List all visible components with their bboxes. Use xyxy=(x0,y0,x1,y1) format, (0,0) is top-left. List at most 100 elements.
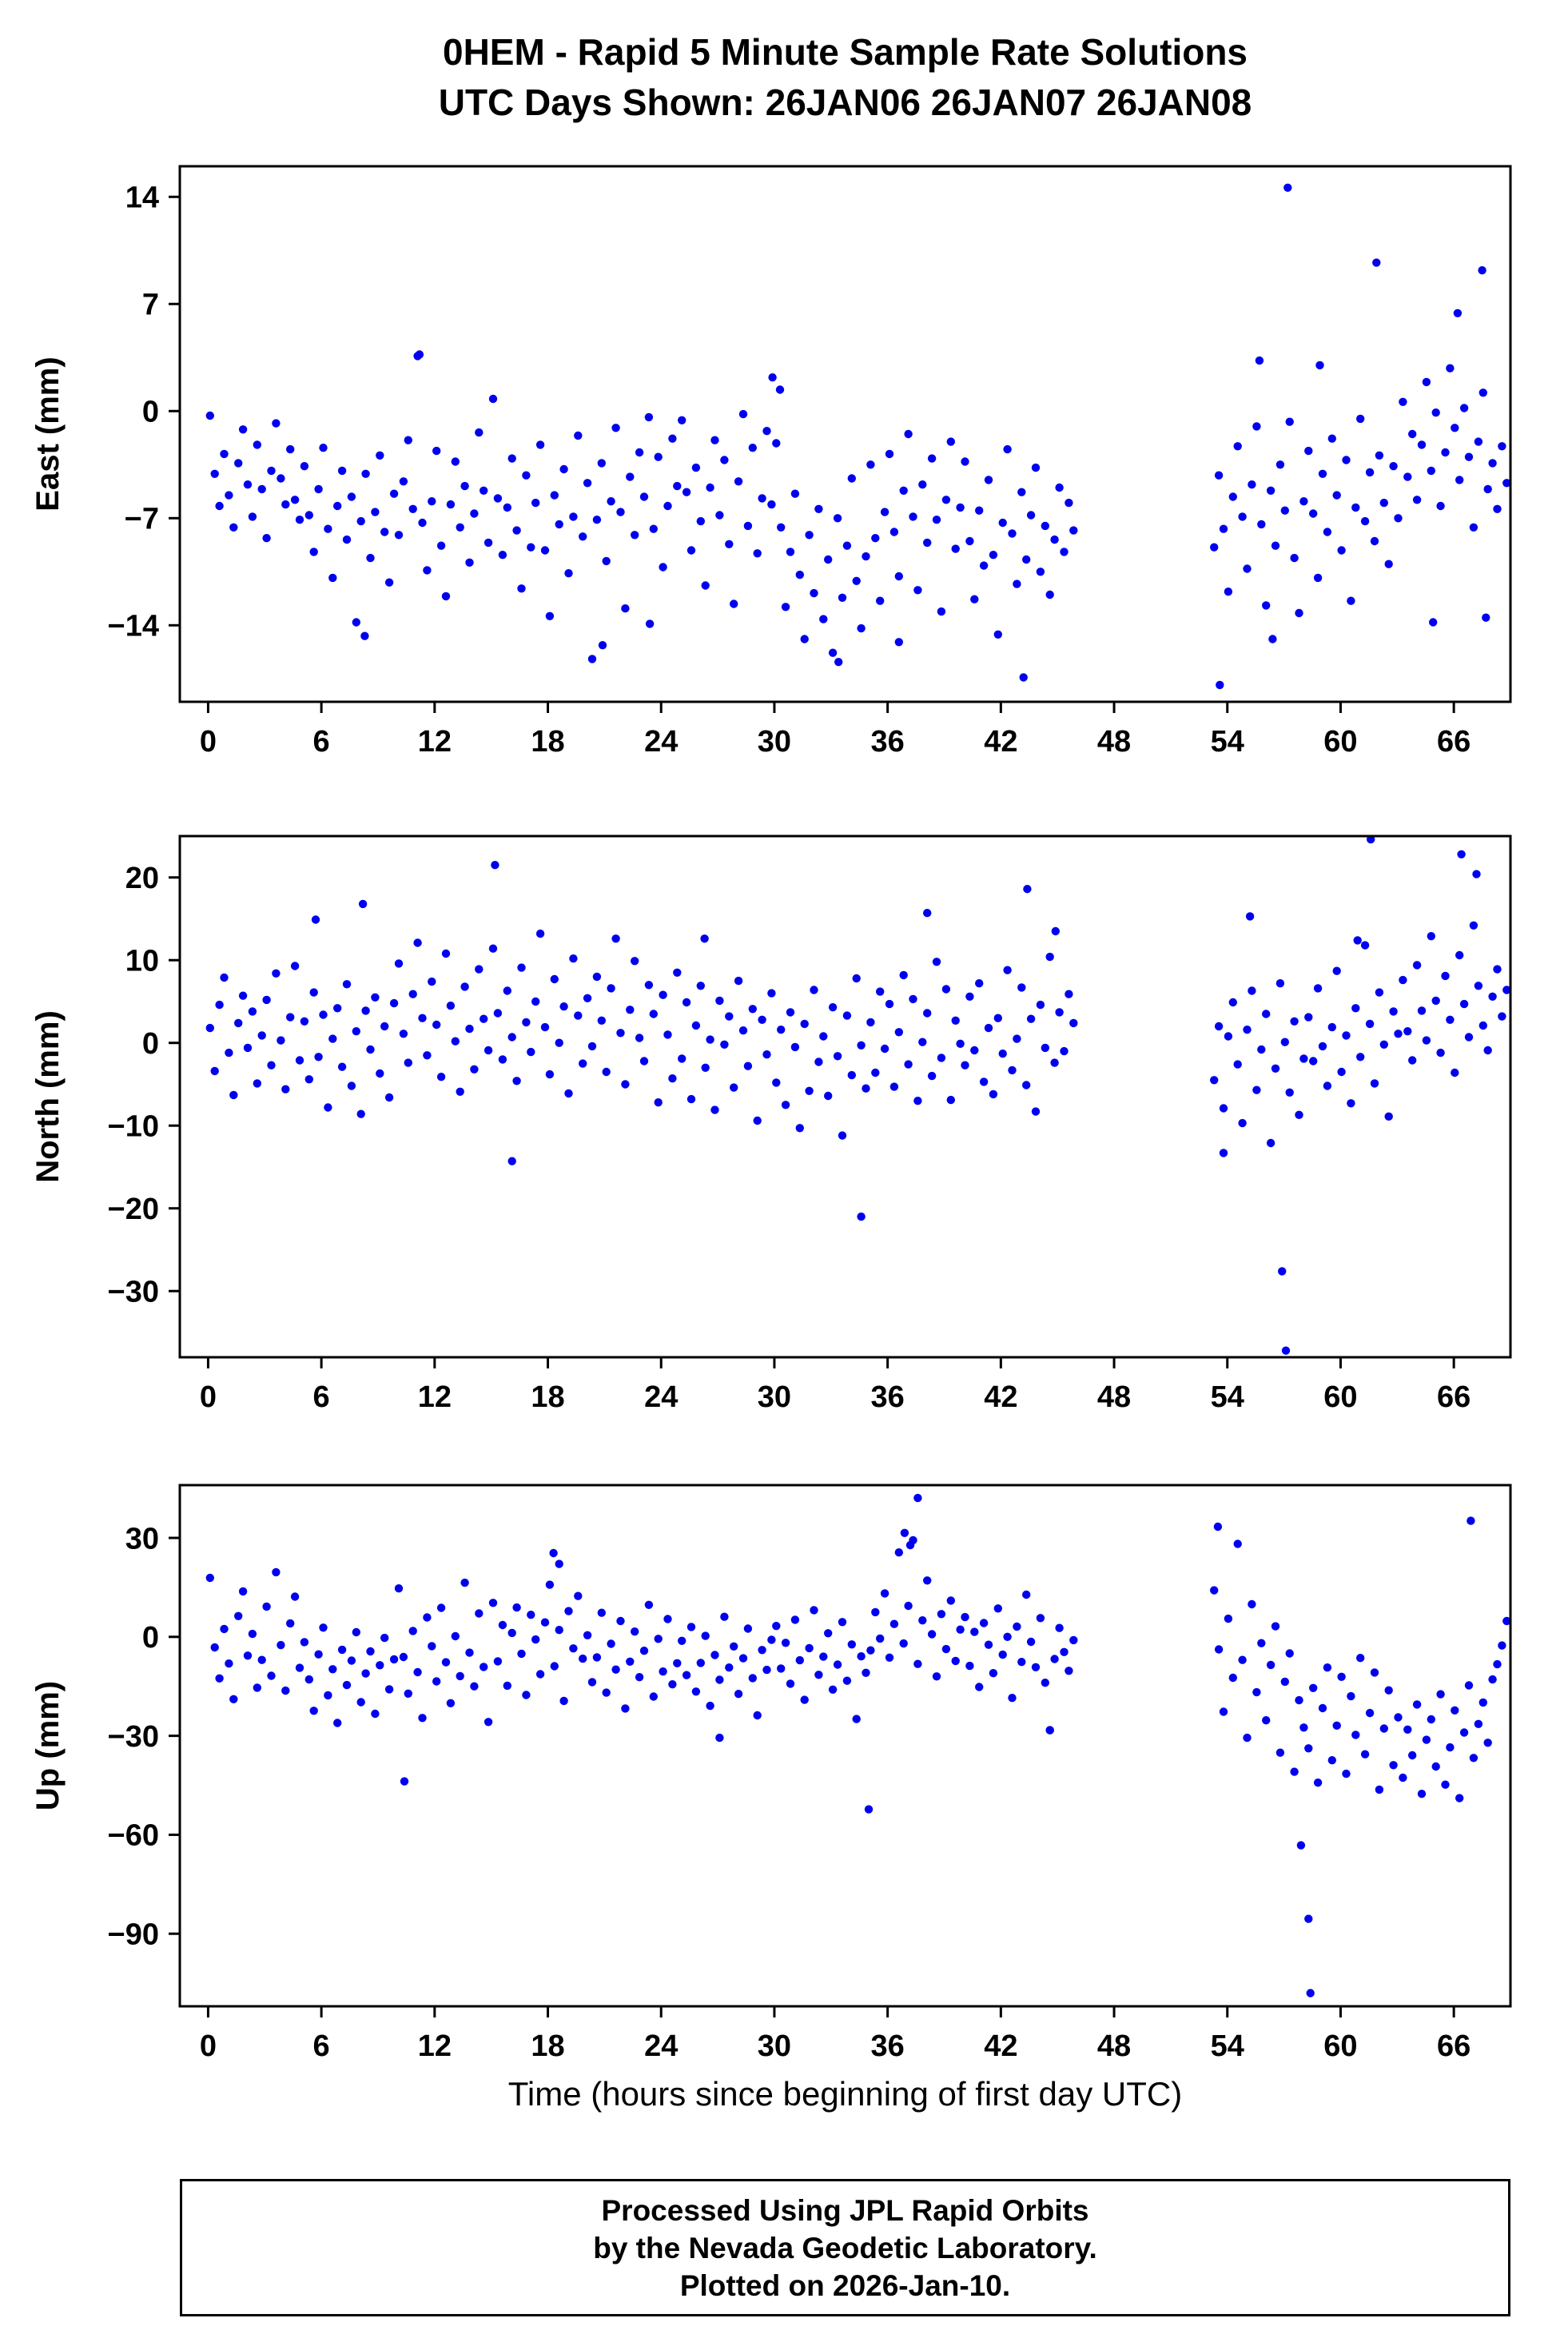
scatter-point xyxy=(436,1073,446,1081)
footer-line-2: by the Nevada Geodetic Laboratory. xyxy=(593,2231,1097,2264)
scatter-point xyxy=(225,1048,233,1058)
scatter-point xyxy=(772,439,781,448)
scatter-point xyxy=(678,1636,686,1645)
scatter-point xyxy=(1332,1721,1341,1730)
scatter-point xyxy=(360,631,369,640)
scatter-point xyxy=(1257,1045,1266,1054)
scatter-point xyxy=(979,1077,989,1086)
scatter-point xyxy=(1031,463,1041,472)
scatter-point xyxy=(961,1061,969,1069)
scatter-point xyxy=(1268,635,1277,643)
scatter-point xyxy=(833,1660,842,1669)
scatter-point xyxy=(691,1687,701,1696)
scatter-point xyxy=(1451,424,1459,432)
scatter-point xyxy=(361,1669,370,1678)
scatter-point xyxy=(1498,1012,1506,1021)
scatter-point xyxy=(408,504,417,513)
scatter-point xyxy=(1323,1663,1332,1672)
scatter-point xyxy=(1243,1026,1252,1034)
scatter-point xyxy=(498,1055,507,1064)
scatter-point xyxy=(480,1663,488,1671)
y-axis-title: Up (mm) xyxy=(30,1681,66,1810)
scatter-point xyxy=(356,1109,365,1118)
scatter-point xyxy=(975,1683,984,1691)
scatter-point xyxy=(1365,468,1375,477)
scatter-point xyxy=(1427,466,1436,476)
scatter-point xyxy=(738,1654,748,1663)
scatter-point xyxy=(328,1034,337,1043)
scatter-point xyxy=(456,523,464,532)
scatter-point xyxy=(1280,1038,1290,1046)
scatter-point xyxy=(234,1611,243,1621)
scatter-point xyxy=(852,1715,861,1723)
scatter-point xyxy=(743,1624,753,1633)
x-tick-label: 60 xyxy=(1323,2029,1357,2063)
scatter-point xyxy=(941,496,951,504)
scatter-point xyxy=(1275,979,1285,988)
scatter-point xyxy=(356,1698,365,1707)
scatter-point xyxy=(885,1653,894,1662)
scatter-point xyxy=(1384,1112,1393,1121)
scatter-point xyxy=(243,1043,253,1053)
scatter-point xyxy=(413,1667,422,1677)
scatter-point xyxy=(715,1733,724,1743)
scatter-point xyxy=(1069,1018,1078,1028)
scatter-point xyxy=(597,1608,606,1617)
scatter-point xyxy=(371,1709,380,1719)
scatter-point xyxy=(607,1639,615,1648)
scatter-point xyxy=(710,1651,719,1659)
scatter-point xyxy=(965,1661,974,1671)
scatter-point xyxy=(1304,1744,1313,1753)
scatter-point xyxy=(900,1528,909,1538)
scatter-point xyxy=(1342,1031,1351,1040)
x-tick-label: 18 xyxy=(531,1380,564,1414)
scatter-point xyxy=(738,1026,748,1035)
scatter-point xyxy=(1026,1637,1036,1647)
scatter-point xyxy=(1474,1719,1483,1728)
scatter-point xyxy=(905,1540,915,1550)
scatter-point xyxy=(814,1671,823,1679)
scatter-point xyxy=(366,553,375,563)
scatter-point xyxy=(257,1655,266,1664)
scatter-point xyxy=(710,1105,719,1114)
scatter-point xyxy=(295,516,304,524)
scatter-point xyxy=(834,658,843,667)
scatter-point xyxy=(488,944,498,953)
scatter-point xyxy=(465,558,474,567)
scatter-point xyxy=(384,1685,394,1694)
scatter-point xyxy=(819,1652,828,1661)
scatter-point xyxy=(979,561,989,570)
scatter-point xyxy=(899,486,908,495)
scatter-point xyxy=(1008,529,1017,538)
scatter-point xyxy=(1257,1639,1266,1647)
scatter-point xyxy=(668,1074,677,1083)
scatter-point xyxy=(1304,1013,1313,1022)
scatter-point xyxy=(1306,1989,1315,1998)
scatter-point xyxy=(408,1627,417,1635)
y-tick-label: −30 xyxy=(108,1720,159,1754)
scatter-point xyxy=(555,1626,563,1635)
scatter-point xyxy=(324,1691,332,1700)
scatter-point xyxy=(1055,483,1064,492)
scatter-point xyxy=(1483,1739,1492,1747)
scatter-point xyxy=(376,1661,384,1670)
chart-title-line2: UTC Days Shown: 26JAN06 26JAN07 26JAN08 xyxy=(438,82,1252,123)
scatter-point xyxy=(535,440,545,449)
y-axis-title: East (mm) xyxy=(30,356,66,511)
x-axis-ticks: 0 6 12 18 24 30 36 42 48 54 60 66 xyxy=(200,1357,1470,1414)
scatter-point xyxy=(889,528,899,536)
scatter-point xyxy=(1281,1346,1291,1355)
scatter-point xyxy=(805,531,814,540)
scatter-point xyxy=(1023,885,1032,894)
scatter-point xyxy=(507,1033,516,1042)
scatter-point xyxy=(428,977,436,986)
scatter-point xyxy=(1255,356,1264,365)
x-tick-label: 0 xyxy=(200,1380,217,1414)
scatter-point xyxy=(460,1578,469,1587)
scatter-point xyxy=(587,1042,597,1051)
scatter-point xyxy=(795,570,804,580)
scatter-point xyxy=(598,641,607,650)
scatter-point xyxy=(1394,1713,1403,1722)
scatter-points-group xyxy=(205,183,1510,690)
scatter-point xyxy=(866,1018,875,1027)
